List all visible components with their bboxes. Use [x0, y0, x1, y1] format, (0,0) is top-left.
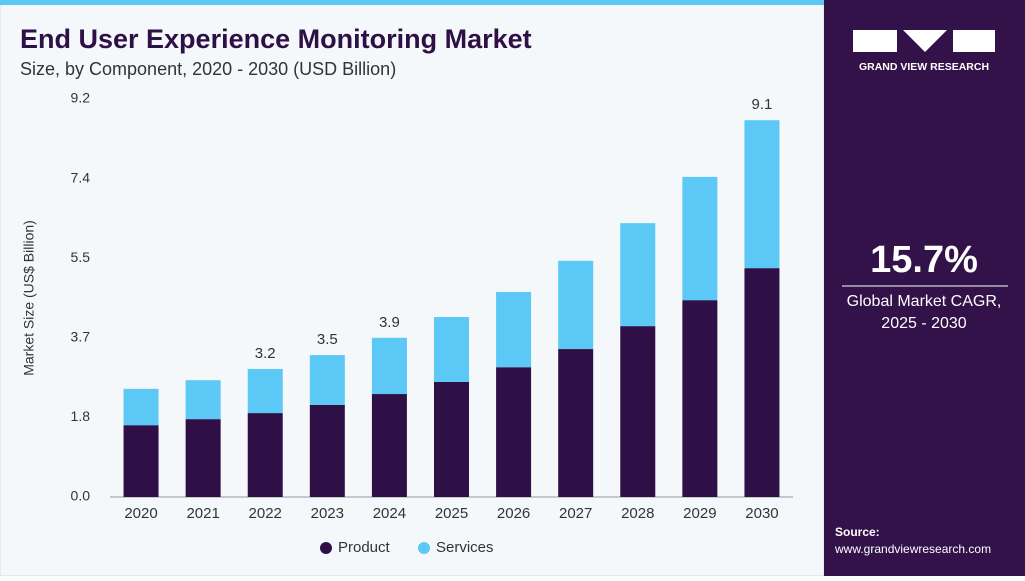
x-tick-label: 2029	[683, 505, 716, 522]
bar-segment	[371, 337, 407, 395]
x-tick-label: 2030	[745, 505, 778, 522]
y-tick-label: 0.0	[71, 488, 91, 504]
bar-segment	[558, 260, 594, 350]
bar-segment	[744, 268, 780, 497]
cagr-period: 2025 - 2030	[881, 315, 967, 332]
x-tick-label: 2026	[497, 505, 530, 522]
bar-segment	[620, 223, 656, 327]
bar-segment	[371, 394, 407, 497]
total-label: 3.9	[379, 314, 400, 331]
cagr-value: 15.7%	[870, 239, 978, 281]
source-url: www.grandviewresearch.com	[834, 542, 991, 556]
chart-title: End User Experience Monitoring Market	[20, 24, 532, 54]
x-tick-label: 2027	[559, 505, 592, 522]
x-tick-label: 2023	[311, 505, 344, 522]
brand: GRAND VIEW RESEARCH	[859, 61, 989, 73]
bar-segment	[434, 317, 469, 382]
total-label: 9.1	[752, 96, 773, 113]
bar-segment	[620, 326, 656, 497]
bar-segment	[123, 388, 159, 426]
x-tick-label: 2021	[186, 505, 219, 522]
x-tick-label: 2020	[124, 505, 157, 522]
legend-swatch	[418, 542, 430, 554]
y-tick-label: 7.4	[71, 169, 91, 185]
bar-segment	[434, 381, 469, 497]
sidebar	[824, 0, 1025, 576]
bar-segment	[247, 368, 283, 414]
x-tick-label: 2028	[621, 505, 654, 522]
x-tick-label: 2025	[435, 505, 468, 522]
bar-segment	[558, 349, 594, 497]
y-tick-label: 3.7	[71, 329, 91, 345]
bar-segment	[496, 367, 532, 497]
y-axis-label: Market Size (US$ Billion)	[21, 220, 37, 376]
y-tick-label: 1.8	[71, 408, 91, 424]
y-tick-label: 5.5	[71, 249, 91, 265]
chart-subtitle: Size, by Component, 2020 - 2030 (USD Bil…	[20, 59, 396, 79]
bar-segment	[682, 300, 718, 497]
x-tick-label: 2022	[249, 505, 282, 522]
logo	[853, 30, 995, 52]
total-label: 3.2	[255, 345, 276, 362]
y-tick-label: 9.2	[71, 90, 91, 106]
cagr-label: Global Market CAGR,	[847, 293, 1002, 310]
total-label: 3.5	[317, 331, 338, 348]
bar-segment	[744, 120, 780, 269]
bar-segment	[123, 425, 159, 497]
legend-label: Product	[338, 539, 391, 556]
x-tick-label: 2024	[373, 505, 406, 522]
legend-swatch	[320, 542, 332, 554]
bar-segment	[682, 176, 718, 301]
bar-segment	[185, 380, 221, 420]
source-label: Source:	[835, 525, 880, 539]
bar-segment	[247, 413, 283, 497]
bar-segment	[496, 291, 532, 368]
legend-label: Services	[436, 539, 494, 556]
bar-segment	[309, 355, 345, 405]
top-strip	[0, 0, 824, 5]
bar-segment	[309, 404, 345, 497]
bar-segment	[185, 419, 221, 497]
